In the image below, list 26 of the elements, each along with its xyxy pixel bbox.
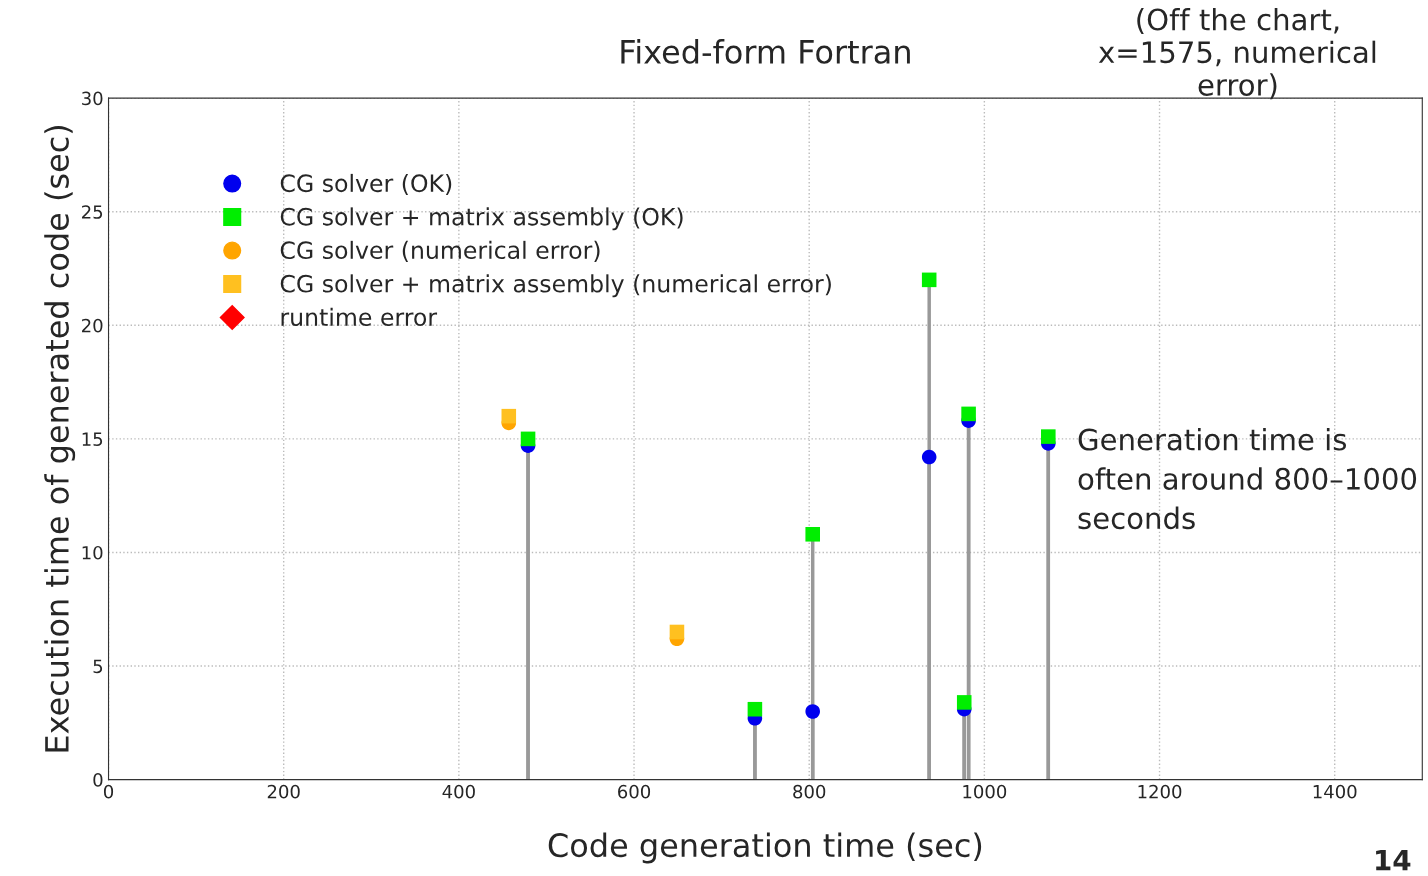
x-tick-label: 400 [442, 784, 475, 799]
y-tick-label: 30 [82, 91, 103, 106]
y-axis-title: Execution time of generated code (sec) [44, 125, 76, 752]
x-tick-label: 1400 [1313, 784, 1357, 799]
y-tick-label: 10 [82, 545, 103, 560]
x-tick-label: 200 [267, 784, 300, 799]
y-tick-label: 0 [93, 773, 103, 787]
legend-label: CG solver (OK) [280, 173, 452, 195]
x-tick-label: 800 [793, 784, 826, 799]
x-tick-label: 600 [618, 784, 651, 799]
x-tick-label: 0 [103, 784, 114, 799]
x-axis-title: Code generation time (sec) [548, 832, 982, 864]
legend-label: CG solver + matrix assembly (OK) [280, 207, 683, 231]
y-tick-label: 15 [82, 432, 103, 446]
y-tick-label: 20 [82, 318, 103, 333]
chart-title: Fixed-form Fortran [621, 39, 910, 64]
annotation: (Off the chart, x=1575, numerical error) [1098, 8, 1376, 100]
x-tick-label: 1200 [1138, 784, 1182, 799]
x-tick-label: 1000 [963, 784, 1007, 799]
legend-label: CG solver + matrix assembly (numerical error) [280, 274, 831, 298]
annotation: Generation time is often around 800–1000 seconds [1078, 428, 1417, 530]
text: 14 [1376, 849, 1411, 871]
legend-label: CG solver (numerical error) [280, 240, 600, 262]
legend-label: runtime error [281, 307, 438, 327]
y-tick-label: 5 [93, 659, 103, 674]
y-tick-label: 25 [82, 205, 103, 219]
